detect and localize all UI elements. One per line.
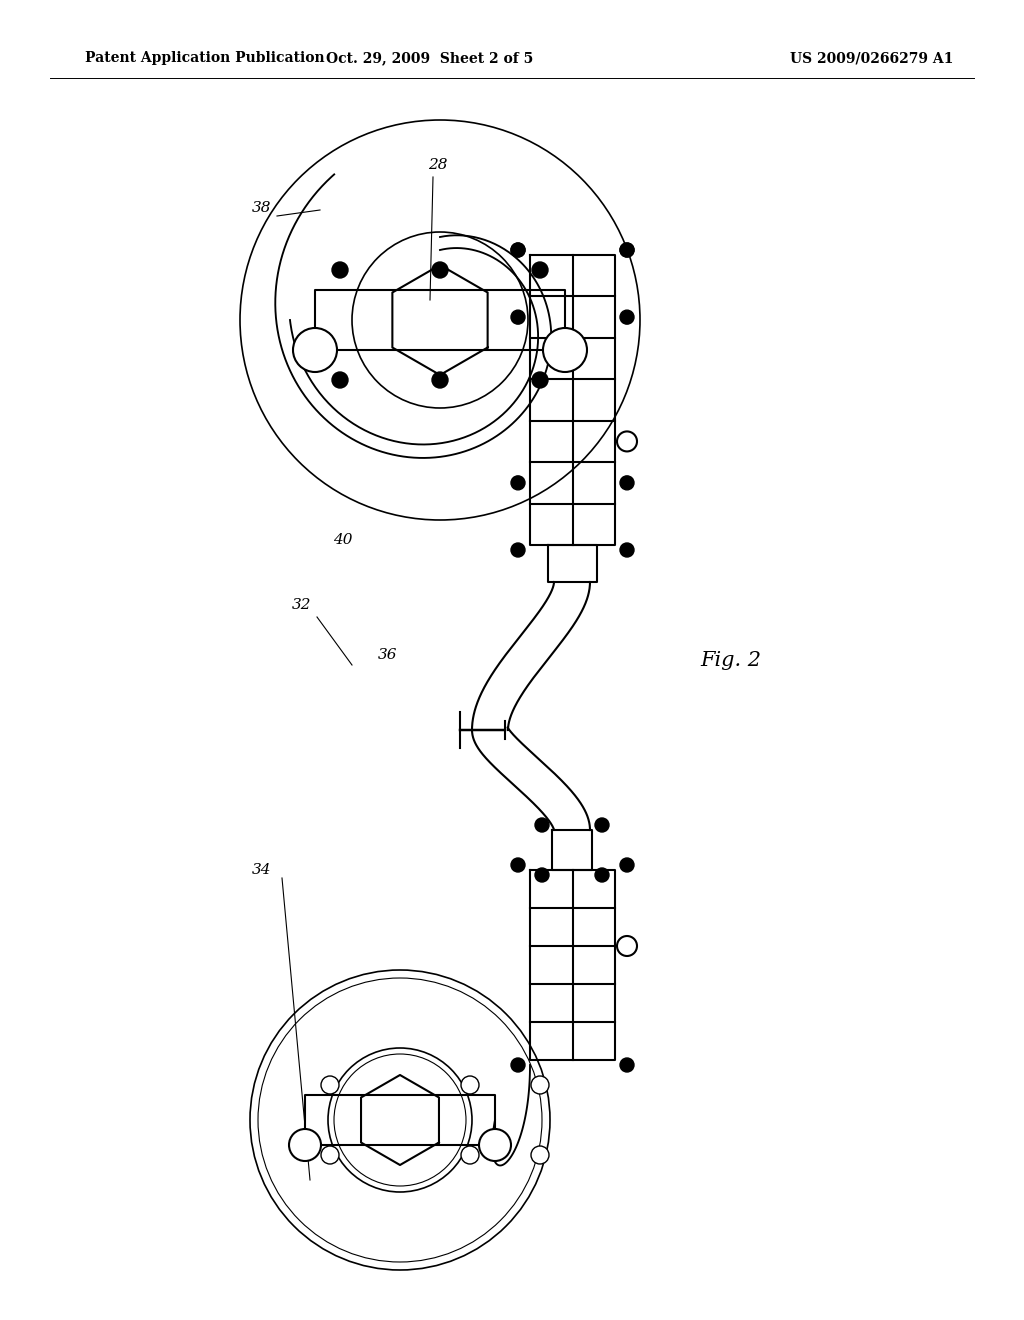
Circle shape: [321, 1146, 339, 1164]
Circle shape: [511, 475, 525, 490]
Text: 32: 32: [292, 598, 311, 612]
Circle shape: [461, 1076, 479, 1094]
Circle shape: [511, 243, 525, 257]
Circle shape: [432, 372, 449, 388]
Circle shape: [432, 261, 449, 279]
Circle shape: [293, 327, 337, 372]
Circle shape: [620, 543, 634, 557]
Circle shape: [511, 243, 525, 257]
Circle shape: [595, 818, 609, 832]
Circle shape: [321, 1076, 339, 1094]
Text: 38: 38: [252, 201, 271, 215]
Circle shape: [511, 858, 525, 873]
Circle shape: [511, 1059, 525, 1072]
Circle shape: [620, 475, 634, 490]
Circle shape: [531, 1076, 549, 1094]
Text: 34: 34: [252, 863, 271, 876]
Circle shape: [535, 869, 549, 882]
Circle shape: [595, 869, 609, 882]
Circle shape: [620, 310, 634, 325]
Circle shape: [289, 1129, 321, 1162]
Text: Oct. 29, 2009  Sheet 2 of 5: Oct. 29, 2009 Sheet 2 of 5: [327, 51, 534, 65]
Circle shape: [531, 1146, 549, 1164]
Circle shape: [617, 936, 637, 956]
Text: Patent Application Publication: Patent Application Publication: [85, 51, 325, 65]
Circle shape: [543, 327, 587, 372]
Text: 36: 36: [378, 648, 397, 663]
Circle shape: [620, 243, 634, 257]
Circle shape: [532, 372, 548, 388]
Circle shape: [532, 261, 548, 279]
Circle shape: [620, 1059, 634, 1072]
Circle shape: [511, 310, 525, 325]
Circle shape: [461, 1146, 479, 1164]
Circle shape: [332, 261, 348, 279]
Text: 28: 28: [428, 158, 447, 172]
Text: US 2009/0266279 A1: US 2009/0266279 A1: [790, 51, 953, 65]
Circle shape: [620, 243, 634, 257]
Circle shape: [620, 858, 634, 873]
Circle shape: [511, 543, 525, 557]
Circle shape: [535, 818, 549, 832]
Circle shape: [332, 372, 348, 388]
Circle shape: [479, 1129, 511, 1162]
Text: 40: 40: [333, 533, 352, 546]
Circle shape: [617, 432, 637, 451]
Text: Fig. 2: Fig. 2: [700, 651, 761, 669]
